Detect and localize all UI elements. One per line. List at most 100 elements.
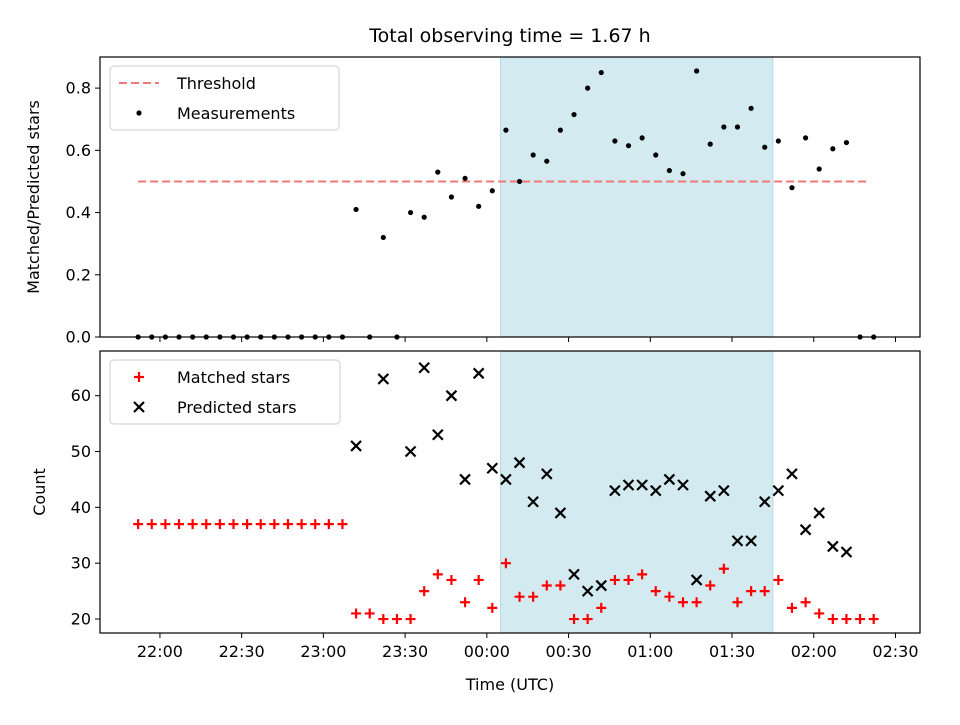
measurement-point — [557, 127, 563, 133]
measurement-point — [694, 68, 700, 74]
bottom-y-tick-label: 60 — [71, 386, 91, 405]
matched-star-point — [868, 614, 879, 625]
predicted-star-point — [432, 428, 444, 441]
matched-star-point — [160, 519, 171, 530]
matched-star-point — [460, 597, 471, 608]
predicted-star-point — [350, 440, 362, 452]
matched-star-point — [528, 591, 539, 602]
predicted-star-point — [813, 507, 825, 519]
predicted-star-point — [649, 484, 662, 497]
matched-star-point — [214, 519, 225, 530]
measurement-point — [503, 127, 509, 133]
predicted-star-point — [445, 389, 458, 402]
matched-star-point — [282, 519, 293, 530]
x-tick-label: 22:00 — [137, 642, 183, 661]
measurement-point — [421, 214, 427, 220]
matched-star-point — [473, 574, 484, 585]
top-y-tick-label: 0.6 — [66, 141, 91, 160]
matched-star-point — [446, 574, 457, 585]
measurement-point — [571, 111, 577, 118]
measurement-point — [476, 203, 482, 209]
predicted-star-point — [636, 479, 648, 491]
predicted-star-point — [595, 579, 608, 592]
legend-measurement-swatch — [136, 110, 142, 116]
top-y-tick-label: 0.4 — [66, 203, 91, 222]
top-panel: 0.0 0.2 0.4 0.6 0.8 Threshold Measurements — [66, 56, 921, 347]
matched-star-point — [487, 602, 498, 613]
matched-star-point — [242, 519, 253, 530]
matched-star-point — [391, 614, 402, 625]
matched-star-point — [609, 574, 620, 585]
measurement-point — [748, 105, 754, 111]
measurement-point — [816, 166, 822, 172]
bottom-panel: 20 30 40 50 60 22:00 22:30 23:00 23:30 00:00 00:30… — [71, 350, 921, 661]
predicted-star-point — [840, 546, 853, 558]
measurement-point — [653, 152, 659, 158]
matched-star-point — [569, 614, 580, 625]
matched-star-point — [786, 602, 797, 613]
predicted-star-point — [772, 484, 785, 497]
matched-star-point — [419, 586, 430, 597]
x-tick-label: 22:30 — [219, 642, 265, 661]
matched-star-point — [718, 563, 729, 574]
matched-star-point — [364, 608, 375, 619]
x-axis-label: Time (UTC) — [465, 675, 554, 694]
matched-star-point — [432, 569, 443, 580]
bottom-y-axis-label: Count — [30, 468, 49, 516]
legend-box — [109, 65, 340, 131]
predicted-star-point — [486, 462, 499, 475]
matched-star-point — [555, 580, 566, 591]
predicted-star-point — [786, 468, 798, 480]
legend-predicted-swatch — [133, 401, 145, 413]
bottom-y-tick-label: 30 — [71, 554, 91, 573]
x-tick-label: 23:30 — [382, 642, 428, 661]
matched-star-point — [705, 580, 716, 591]
bottom-shaded-span — [499, 350, 774, 634]
legend-label: Threshold — [176, 74, 256, 93]
predicted-star-point — [418, 361, 430, 374]
predicted-star-point — [500, 473, 512, 486]
measurement-point — [775, 138, 781, 144]
top-y-tick-label: 0.0 — [66, 328, 91, 347]
bottom-y-tick-label: 40 — [71, 498, 91, 517]
x-tick-label: 02:00 — [791, 642, 837, 661]
bottom-axes-frame — [99, 350, 921, 634]
matched-star-point — [228, 519, 239, 530]
predicted-star-point — [404, 445, 417, 458]
legend-label: Predicted stars — [177, 398, 297, 417]
measurement-point — [789, 185, 795, 191]
measurement-point — [489, 188, 495, 194]
predicted-star-point — [554, 507, 567, 519]
measurement-point — [802, 135, 809, 141]
predicted-star-point — [677, 479, 689, 491]
matched-star-point — [746, 586, 757, 597]
top-axes-frame — [99, 56, 921, 338]
legend-label: Measurements — [177, 104, 295, 123]
predicted-star-point — [459, 473, 471, 486]
measurement-point — [585, 85, 591, 91]
predicted-star-point — [745, 535, 757, 547]
measurement-point — [462, 175, 468, 181]
matched-star-point — [800, 597, 811, 608]
measurement-point — [516, 178, 523, 185]
measurement-point — [353, 206, 359, 213]
matched-star-point — [732, 597, 743, 608]
predicted-star-point — [731, 535, 744, 547]
matched-star-point — [269, 519, 280, 530]
matched-star-point — [323, 519, 334, 530]
x-tick-label: 00:30 — [546, 642, 592, 661]
matched-star-point — [596, 602, 607, 613]
x-tick-label: 23:00 — [300, 642, 346, 661]
measurement-point — [680, 171, 686, 177]
matched-star-point — [773, 574, 784, 585]
legend-label: Matched stars — [177, 368, 290, 387]
matched-star-point — [351, 608, 362, 619]
measurement-point — [843, 139, 850, 146]
matched-star-point — [514, 591, 525, 602]
matched-star-point — [337, 519, 348, 530]
predicted-star-point — [513, 456, 526, 469]
measurement-point — [598, 69, 604, 76]
top-shaded-span — [499, 56, 774, 338]
measurement-point — [639, 135, 645, 141]
